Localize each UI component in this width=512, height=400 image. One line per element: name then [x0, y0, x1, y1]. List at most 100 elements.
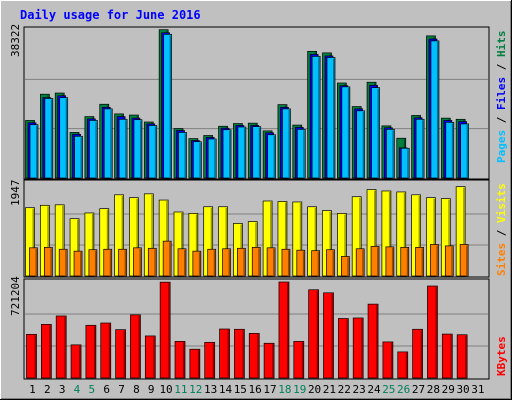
- pages-bar-shade: [199, 142, 201, 178]
- kbytes-right-label: KBytes: [495, 336, 508, 376]
- day-label: 29: [442, 383, 455, 396]
- pages-bar: [341, 86, 351, 179]
- pages-bar: [118, 118, 128, 179]
- sites-bar-shade: [50, 248, 52, 276]
- pages-bar-shade: [288, 109, 290, 178]
- sites-bar: [192, 250, 202, 277]
- sites-bar: [73, 250, 83, 277]
- kbytes-bar-shade: [168, 283, 170, 378]
- visits-bar-shade: [374, 190, 376, 276]
- sites-bar-shade: [243, 249, 245, 276]
- day-label: 13: [204, 383, 217, 396]
- pages-bar-shade: [50, 99, 53, 178]
- sites-bar: [251, 246, 261, 277]
- chart-title: Daily usage for June 2016: [20, 8, 201, 22]
- sites-bar-shade: [362, 249, 364, 276]
- visits-bar-shade: [91, 213, 94, 276]
- kbytes-bar-shade: [301, 342, 304, 378]
- legend-files: Files: [495, 77, 508, 110]
- sites-bar-shade: [139, 248, 141, 276]
- sites-bar: [43, 246, 53, 277]
- kbytes-bar-shade: [123, 330, 126, 378]
- pages-bar: [133, 119, 143, 179]
- pages-bar: [89, 120, 98, 179]
- pages-bar: [148, 125, 158, 179]
- pages-bar-shade: [407, 149, 409, 178]
- kbytes-bar-shade: [34, 335, 36, 378]
- sites-bar: [296, 249, 306, 277]
- visits-bar-shade: [106, 209, 109, 276]
- sites-bar: [147, 247, 157, 277]
- kbytes-bar-shade: [331, 293, 333, 378]
- sites-bar: [266, 247, 276, 277]
- kbytes-bar-shade: [242, 330, 244, 378]
- sites-bar-shade: [258, 248, 260, 276]
- sites-bar-shade: [184, 249, 186, 276]
- pages-bar: [415, 118, 425, 179]
- pages-bar: [44, 98, 54, 179]
- kbytes-bar: [263, 342, 275, 379]
- kbytes-bar: [397, 351, 409, 379]
- sites-bar: [355, 248, 365, 277]
- legend-pages: Pages: [495, 130, 508, 163]
- kbytes-bar: [234, 328, 245, 379]
- legend-sep-3: /: [495, 223, 508, 243]
- pages-bar: [178, 132, 187, 179]
- sites-bar: [118, 248, 127, 277]
- sites-bar-shade: [466, 245, 468, 276]
- visits-bar-shade: [195, 214, 198, 276]
- kbytes-bar: [144, 335, 156, 379]
- kbytes-bar-shade: [49, 325, 51, 378]
- pages-bar-shade: [347, 87, 350, 178]
- sites-bar-shade: [332, 250, 334, 276]
- sites-bar-shade: [317, 251, 320, 276]
- pages-bar: [460, 123, 469, 179]
- kbytes-bar-shade: [286, 283, 289, 378]
- kbytes-bar-shade: [138, 315, 140, 378]
- day-label: 31: [471, 383, 484, 396]
- pages-bar: [371, 87, 380, 179]
- kbytes-bar-shade: [405, 352, 408, 378]
- kbytes-bar: [427, 285, 438, 379]
- sites-bar-shade: [451, 246, 453, 276]
- sites-bar-shade: [228, 249, 231, 276]
- visits-bar-shade: [299, 202, 302, 276]
- kbytes-bar-shade: [465, 335, 467, 378]
- day-label: 22: [338, 383, 351, 396]
- kbytes-bar: [338, 318, 349, 379]
- visits-bar-shade: [136, 198, 138, 276]
- sites-bar: [222, 248, 231, 277]
- visits-bar-shade: [47, 206, 49, 276]
- sites-bar-shade: [421, 248, 424, 276]
- visits-bar-shade: [433, 198, 435, 276]
- visits-bars: [25, 186, 469, 277]
- kbytes-bar: [189, 348, 201, 379]
- kbytes-bar: [115, 329, 126, 379]
- sites-bar-shade: [436, 245, 438, 276]
- legend-visits: Visits: [495, 183, 508, 223]
- sites-bar: [385, 246, 395, 277]
- legend-sites: Sites: [495, 243, 508, 276]
- sites-bar: [326, 249, 335, 277]
- day-label: 20: [308, 383, 321, 396]
- kbytes-bar: [293, 341, 305, 379]
- day-label: 19: [293, 383, 306, 396]
- kbytes-bar: [278, 281, 290, 379]
- pages-bar-shade: [139, 120, 142, 178]
- sites-bar: [311, 250, 320, 277]
- kbytes-bar: [26, 333, 37, 379]
- kbytes-bar-shade: [93, 326, 96, 378]
- sites-bar: [444, 245, 454, 277]
- pages-bar: [163, 33, 172, 179]
- pages-bar-shade: [451, 123, 454, 178]
- sites-bar-shade: [109, 250, 112, 276]
- kbytes-bar-shade: [153, 336, 155, 378]
- visits-bar-shade: [181, 212, 183, 276]
- pages-bar-shade: [436, 41, 439, 179]
- kbytes-bar-shade: [346, 319, 348, 378]
- pages-bar: [252, 126, 262, 179]
- kbytes-panel: 721204 KBytes: [9, 276, 508, 380]
- day-label: 25: [382, 383, 395, 396]
- visits-bar-shade: [403, 192, 406, 276]
- day-label: 30: [456, 383, 469, 396]
